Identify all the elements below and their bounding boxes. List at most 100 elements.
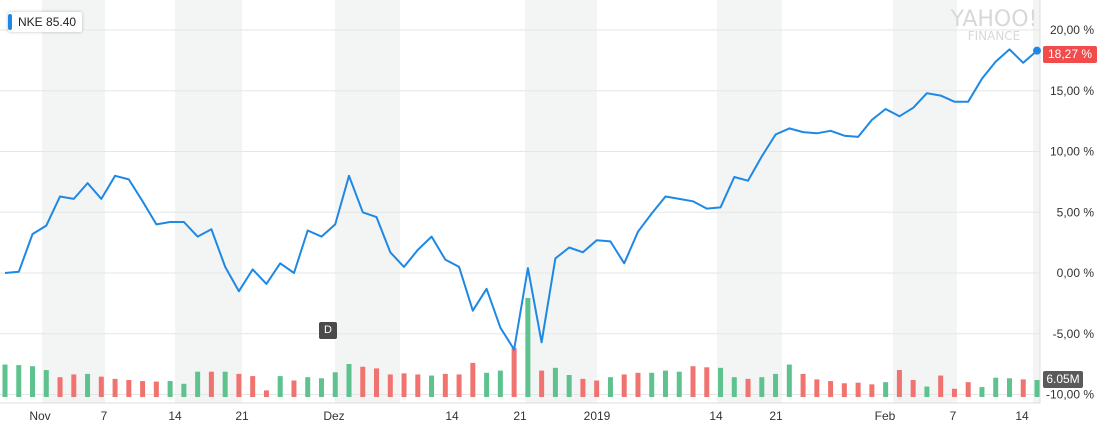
volume-bar — [153, 381, 159, 397]
volume-bar — [1020, 379, 1026, 397]
x-tick-label: 7 — [950, 409, 957, 423]
x-tick-label: 14 — [445, 409, 459, 423]
volume-bar — [855, 382, 861, 397]
volume-bar — [1006, 378, 1012, 397]
volume-bar — [566, 375, 572, 397]
x-tick-label: 14 — [1015, 409, 1029, 423]
shade-band — [175, 0, 242, 403]
volume-bar — [773, 373, 779, 397]
volume-bar — [594, 380, 600, 397]
watermark-yahoo: YAHOO! — [950, 7, 1038, 32]
volume-bar — [635, 372, 641, 397]
volume-bar — [415, 374, 421, 397]
volume-bar — [951, 388, 957, 397]
shade-band — [525, 0, 597, 403]
volume-bar — [167, 381, 173, 397]
x-tick-label: Feb — [875, 409, 896, 423]
volume-bar — [360, 366, 366, 397]
volume-bar — [291, 380, 297, 397]
volume-bar — [979, 387, 985, 397]
volume-bar — [2, 364, 8, 397]
volume-bar — [965, 382, 971, 397]
ticker-price: 85.40 — [46, 15, 77, 29]
volume-bar — [676, 371, 682, 397]
volume-bar — [497, 370, 503, 397]
volume-bar — [236, 373, 242, 397]
volume-badge: 6.05M — [1043, 371, 1083, 388]
price-line — [4, 48, 1038, 351]
volume-bar — [910, 379, 916, 397]
volume-bar — [98, 376, 104, 397]
volume-bar — [181, 383, 187, 397]
volume-bar — [690, 366, 696, 397]
volume-bar — [759, 377, 765, 397]
ticker-legend[interactable]: NKE 85.40 — [8, 12, 83, 32]
price-badge: 18,27 % — [1043, 46, 1097, 63]
dividend-marker[interactable]: D — [319, 322, 337, 339]
volume-bar — [332, 372, 338, 397]
volume-bar — [126, 379, 132, 397]
volume-bar — [786, 364, 792, 397]
volume-bar — [621, 374, 627, 397]
volume-bar — [16, 365, 22, 397]
shade-band — [893, 0, 957, 403]
volume-bar — [718, 367, 724, 397]
volume-bar — [731, 377, 737, 397]
volume-bar — [649, 372, 655, 397]
y-tick-label: 15,00 % — [1050, 84, 1094, 98]
volume-bar — [883, 382, 889, 397]
volume-bar — [869, 384, 875, 397]
x-tick-label: 14 — [709, 409, 723, 423]
x-tick-label: 21 — [769, 409, 783, 423]
volume-bar — [57, 377, 63, 397]
volume-bar — [195, 371, 201, 397]
volume-bar — [800, 373, 806, 397]
volume-bar — [30, 366, 36, 397]
volume-bar — [43, 370, 49, 397]
x-axis-ticks: Nov 7 14 21 Dez 14 21 2019 14 21 Feb 7 14 — [29, 409, 1029, 423]
watermark-finance: FINANCE — [968, 29, 1021, 43]
x-tick-label: Nov — [29, 409, 50, 423]
volume-bar — [456, 374, 462, 397]
alternating-week-shading — [42, 0, 1040, 403]
volume-bars — [2, 298, 1040, 397]
volume-bar — [896, 370, 902, 397]
volume-bar — [112, 378, 118, 397]
volume-bar — [222, 371, 228, 397]
volume-bar — [580, 378, 586, 397]
volume-bar — [938, 375, 944, 397]
shade-band — [1033, 0, 1040, 403]
volume-bar — [374, 368, 380, 397]
x-tick-label: 14 — [168, 409, 182, 423]
volume-bar — [484, 372, 490, 397]
y-tick-label: -5,00 % — [1053, 327, 1095, 341]
price-line-group — [4, 46, 1041, 351]
volume-bar — [318, 378, 324, 397]
y-tick-label: 5,00 % — [1057, 205, 1095, 219]
y-tick-label: 0,00 % — [1057, 266, 1095, 280]
y-tick-label: 10,00 % — [1050, 145, 1094, 159]
y-axis-ticks: 20,00 % 15,00 % 10,00 % 5,00 % 0,00 % -5,00 %… — [1046, 23, 1094, 402]
volume-bar — [511, 348, 517, 397]
volume-bar — [429, 375, 435, 397]
volume-bar — [841, 383, 847, 397]
volume-bar — [745, 378, 751, 397]
volume-bar — [993, 377, 999, 397]
volume-bar — [85, 373, 91, 397]
shade-band — [42, 0, 105, 403]
volume-bar — [539, 370, 545, 397]
volume-bar — [277, 376, 283, 397]
x-tick-label: 7 — [101, 409, 108, 423]
x-tick-label: 21 — [513, 409, 527, 423]
volume-bar — [305, 377, 311, 397]
volume-bar — [1034, 379, 1040, 397]
volume-bar — [607, 377, 613, 397]
shade-band — [717, 0, 782, 403]
volume-bar — [470, 362, 476, 397]
gridlines — [0, 0, 1041, 404]
x-tick-label: Dez — [323, 409, 344, 423]
volume-bar — [263, 390, 269, 397]
y-tick-label: -10,00 % — [1046, 388, 1094, 402]
volume-bar — [208, 371, 214, 397]
